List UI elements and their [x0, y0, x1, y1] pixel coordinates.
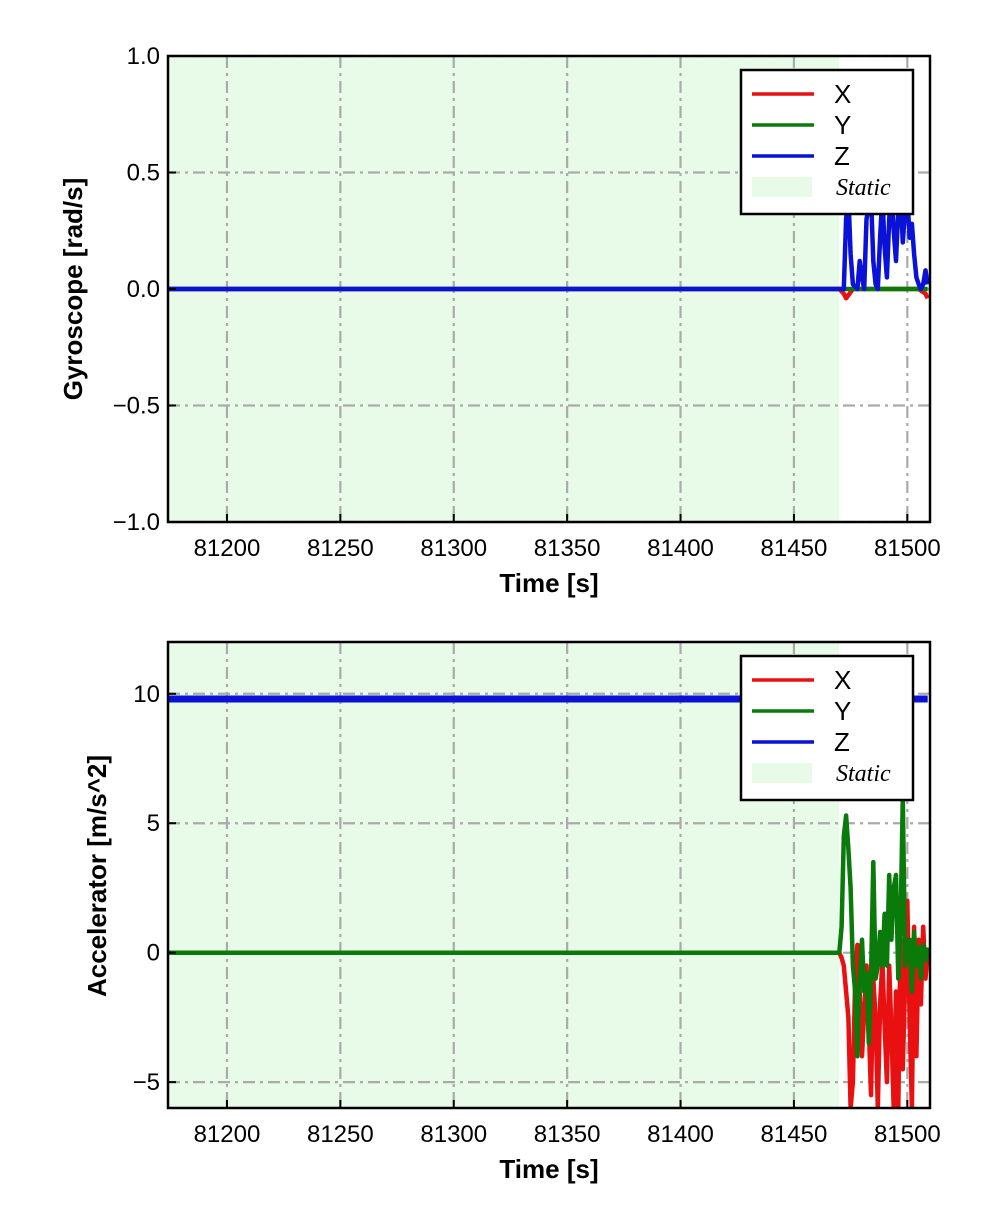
y-tick-label: 1.0: [127, 43, 160, 70]
x-tick-label: 81300: [420, 1121, 487, 1148]
legend-label-z: Z: [834, 727, 850, 757]
ticks: 81200 81250 81300 81350 81400 81450 81500 10 5 0 −…: [133, 681, 941, 1148]
x-tick-label: 81500: [874, 535, 941, 562]
series-line-x: [168, 898, 930, 1108]
y-tick-label: 0.0: [127, 276, 160, 303]
ticks: 81200 81250 81300 81350 81400 81450 81500 1.0 0.…: [113, 43, 941, 562]
y-tick-label: 10: [133, 681, 160, 708]
plot-frame: [166, 54, 932, 524]
x-axis-label: Time [s]: [499, 568, 598, 598]
x-tick-label: 81500: [874, 1121, 941, 1148]
y-tick-label: −0.5: [113, 393, 160, 420]
x-tick-label: 81400: [647, 535, 714, 562]
legend: X Y Z Static: [739, 654, 915, 802]
legend-static-swatch: [752, 763, 812, 783]
legend-label-y: Y: [834, 696, 851, 726]
x-tick-label: 81250: [307, 535, 374, 562]
legend-label-y: Y: [834, 110, 851, 140]
x-tick-label: 81400: [647, 1121, 714, 1148]
legend-label-x: X: [834, 665, 851, 695]
static-region: [168, 642, 840, 1108]
y-tick-label: 0.5: [127, 160, 160, 187]
gyroscope-panel: 81200 81250 81300 81350 81400 81450 81500 1.0 0.…: [58, 43, 941, 598]
x-tick-label: 81350: [534, 1121, 601, 1148]
series-line-y: [168, 795, 930, 1059]
y-tick-label: 5: [147, 810, 160, 837]
x-tick-label: 81250: [307, 1121, 374, 1148]
series-line-z: [168, 193, 930, 292]
x-tick-label: 81300: [420, 535, 487, 562]
x-tick-label: 81200: [194, 1121, 261, 1148]
y-tick-label: −5: [133, 1069, 160, 1096]
y-tick-label: 0: [147, 940, 160, 967]
y-tick-label: −1.0: [113, 509, 160, 536]
legend-label-static: Static: [836, 175, 891, 201]
x-tick-label: 81450: [761, 1121, 828, 1148]
legend-label-static: Static: [836, 761, 891, 787]
legend-static-swatch: [752, 177, 812, 197]
series-lines: [168, 193, 930, 301]
x-tick-label: 81450: [761, 535, 828, 562]
plot-frame: [166, 640, 932, 1110]
legend-label-z: Z: [834, 141, 850, 171]
accelerator-panel: 81200 81250 81300 81350 81400 81450 81500 10 5 0 −…: [82, 640, 941, 1184]
x-tick-label: 81350: [534, 535, 601, 562]
x-tick-label: 81200: [194, 535, 261, 562]
legend-label-x: X: [834, 79, 851, 109]
legend: X Y Z Static: [739, 68, 915, 216]
y-axis-label: Gyroscope [rad/s]: [58, 178, 88, 401]
y-axis-label: Accelerator [m/s^2]: [82, 755, 112, 997]
x-axis-label: Time [s]: [499, 1154, 598, 1184]
